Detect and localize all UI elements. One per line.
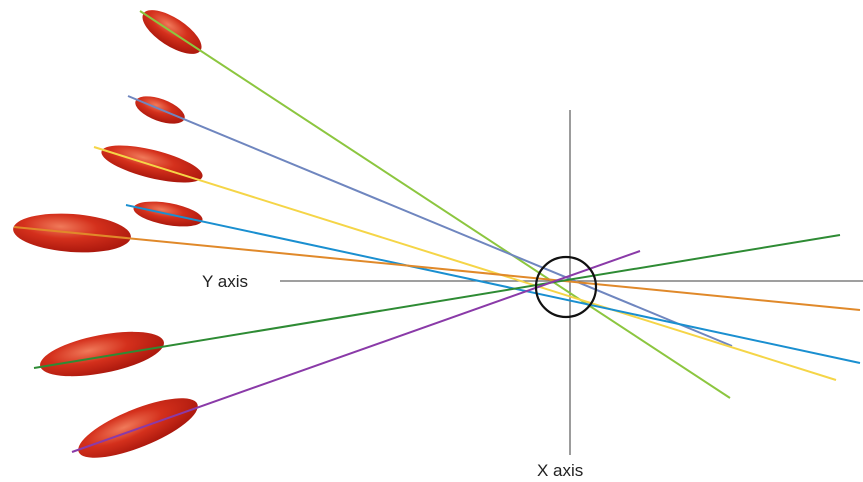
orange-beam — [13, 226, 861, 311]
beam-lines — [13, 10, 861, 453]
green-beam — [33, 234, 841, 369]
x-axis-label: X axis — [537, 461, 583, 480]
blue-beam — [127, 95, 733, 347]
y-axis-label: Y axis — [202, 272, 248, 291]
source-ellipse-green — [40, 331, 164, 377]
lime-beam — [139, 10, 731, 399]
cyan-beam — [125, 204, 861, 364]
yellow-beam — [93, 146, 837, 381]
source-ellipse-yellow — [101, 145, 203, 183]
focal-point-circle — [534, 255, 598, 319]
purple-beam — [71, 250, 641, 453]
